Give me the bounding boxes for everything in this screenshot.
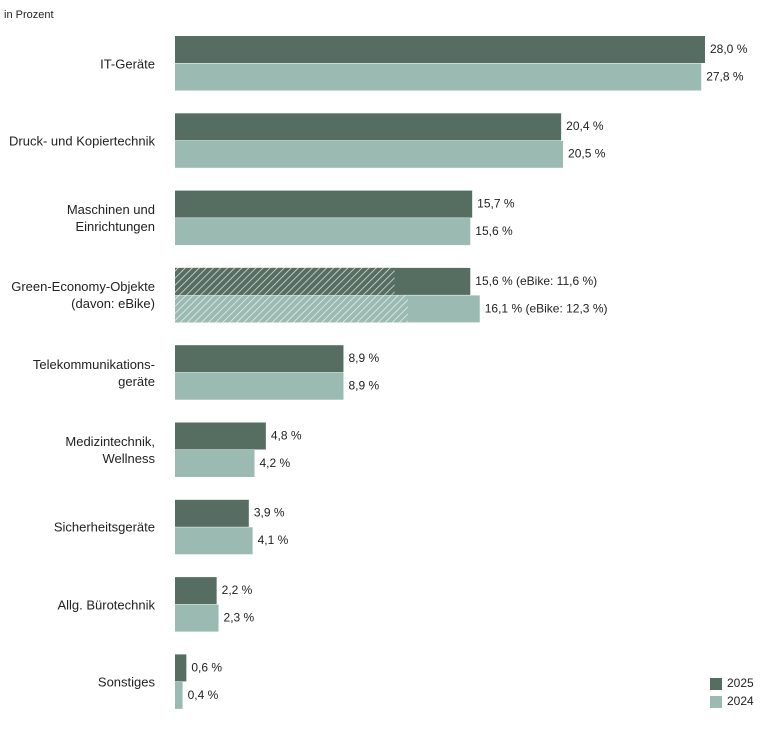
value-label: 0,6 % (191, 660, 222, 674)
bar-hatched (175, 267, 395, 295)
value-label: 20,4 % (566, 119, 604, 133)
bar (175, 36, 705, 63)
bar (175, 681, 183, 709)
bar (175, 604, 219, 632)
category-label: Maschinen und Einrichtungen (66, 202, 155, 235)
value-label: 0,4 % (188, 688, 219, 702)
bar (175, 499, 249, 527)
value-label: 8,9 % (348, 379, 379, 393)
value-label: 16,1 % (eBike: 12,3 %) (485, 301, 608, 315)
subtitle: in Prozent (4, 9, 54, 21)
legend-swatch (710, 696, 722, 708)
category-label: Telekommunikations- geräte (32, 356, 155, 389)
bar (175, 422, 266, 450)
legend-label: 2024 (727, 694, 754, 708)
value-label: 15,6 % (eBike: 11,6 %) (475, 274, 597, 288)
bar (175, 654, 187, 682)
bar (175, 140, 564, 168)
value-label: 4,1 % (258, 533, 289, 547)
value-label: 2,3 % (224, 611, 255, 625)
bar (175, 218, 471, 246)
legend-label: 2025 (727, 676, 754, 690)
category-label: Druck- und Kopiertechnik (9, 133, 155, 149)
bar (175, 190, 473, 218)
value-label: 27,8 % (706, 69, 744, 83)
value-label: 8,9 % (348, 351, 379, 365)
value-label: 3,9 % (254, 506, 285, 520)
category-label: Medizintechnik, Wellness (65, 434, 155, 466)
category-label: Green-Economy-Objekte (davon: eBike) (11, 279, 155, 312)
bar (175, 345, 344, 373)
value-label: 4,2 % (260, 456, 291, 470)
value-label: 2,2 % (222, 583, 253, 597)
bar (175, 113, 562, 141)
bar-hatched (175, 295, 408, 323)
bar (175, 527, 253, 555)
value-label: 20,5 % (568, 147, 606, 161)
bar (175, 63, 702, 91)
bar (175, 450, 255, 477)
category-label: IT-Geräte (100, 56, 155, 71)
bar (175, 577, 217, 605)
value-label: 4,8 % (271, 428, 302, 442)
bar (175, 372, 344, 400)
category-label: Sonstiges (97, 674, 155, 690)
value-label: 28,0 % (710, 42, 748, 56)
legend-swatch (710, 678, 722, 690)
value-label: 15,6 % (475, 224, 513, 238)
category-label: Sicherheitsgeräte (53, 519, 155, 535)
value-label: 15,7 % (477, 197, 515, 211)
category-label: Allg. Bürotechnik (57, 597, 155, 613)
